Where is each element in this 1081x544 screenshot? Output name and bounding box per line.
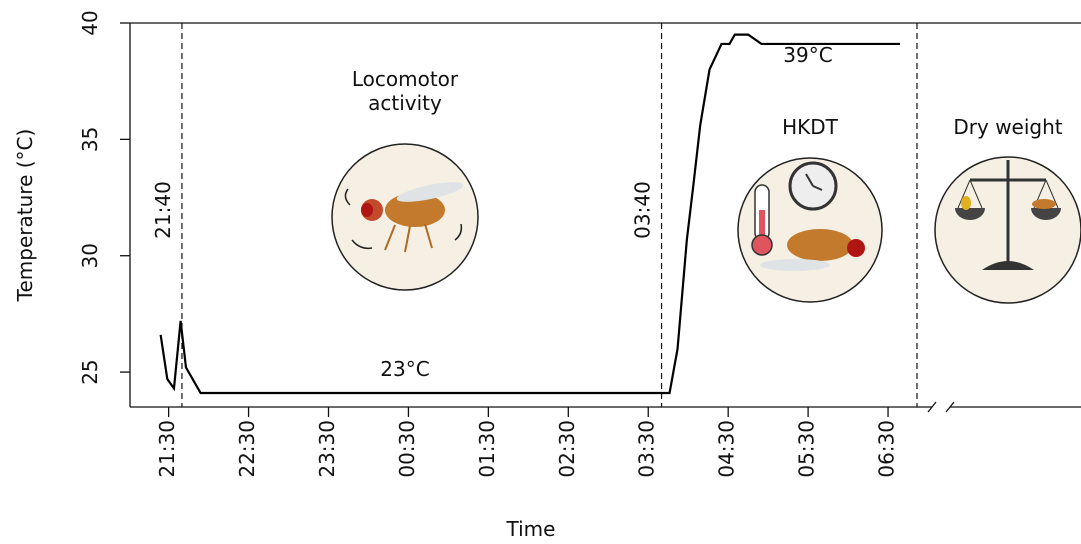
- reference-label: 21:40: [151, 181, 175, 239]
- y-tick-label: 25: [78, 359, 102, 384]
- stage-label: HKDT: [782, 115, 839, 139]
- stage-label: Locomotor: [352, 67, 459, 91]
- x-tick-label: 22:30: [235, 420, 259, 478]
- annotation: 23°C: [380, 357, 429, 381]
- chart: 25 30 35 40 21:30 22:30 23:30 00:30 01:30 02:30 03…: [0, 0, 1081, 544]
- hkdt-icon: [738, 158, 882, 302]
- y-tick-label: 30: [78, 243, 102, 268]
- x-axis-label: Time: [506, 517, 556, 541]
- x-tick-label: 04:30: [715, 420, 739, 478]
- locomotor-icon: [332, 144, 478, 290]
- stage-label: activity: [368, 91, 442, 115]
- stage-label: Dry weight: [953, 115, 1062, 139]
- annotation: 39°C: [783, 43, 832, 67]
- x-tick-label: 01:30: [475, 420, 499, 478]
- x-tick-label: 21:30: [155, 420, 179, 478]
- reference-label: 03:40: [631, 181, 655, 239]
- x-tick-label: 06:30: [875, 420, 899, 478]
- dry-weight-icon: [935, 157, 1081, 303]
- x-tick-label: 00:30: [395, 420, 419, 478]
- x-tick-label: 02:30: [555, 420, 579, 478]
- y-tick-label: 40: [78, 10, 102, 35]
- y-tick-label: 35: [78, 127, 102, 152]
- x-tick-label: 05:30: [795, 420, 819, 478]
- x-tick-label: 03:30: [635, 420, 659, 478]
- y-axis-label: Temperature (°C): [13, 129, 37, 303]
- x-tick-label: 23:30: [315, 420, 339, 478]
